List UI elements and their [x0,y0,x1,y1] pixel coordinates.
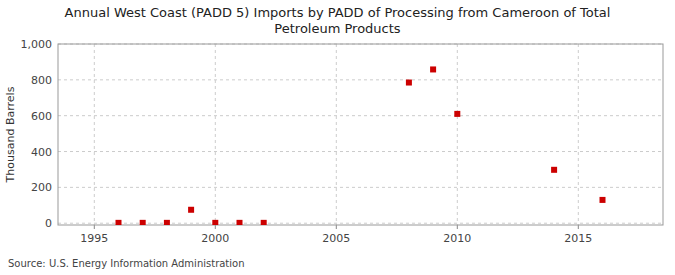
x-tick [336,225,337,229]
x-tick-label: 2000 [201,232,229,245]
point [140,220,146,225]
y-tick-label: 200 [31,181,52,194]
point [600,197,606,203]
title-line: Petroleum Products [274,21,400,36]
plot-frame [58,44,663,225]
x-tick-label: 2010 [443,232,471,245]
y-grid-line [58,223,663,224]
x-tick-label: 1995 [80,232,108,245]
title-line: Annual West Coast (PADD 5) Imports by PA… [65,5,611,20]
x-tick [578,225,579,229]
point [212,220,218,225]
source-note: Source: U.S. Energy Information Administ… [8,258,245,269]
chart-svg: Annual West Coast (PADD 5) Imports by PA… [0,0,675,275]
point [164,220,170,225]
point [116,220,122,225]
x-tick [215,225,216,229]
grid [58,44,663,225]
point [406,80,412,86]
title: Annual West Coast (PADD 5) Imports by PA… [65,5,611,36]
point [261,220,267,225]
points [116,66,606,225]
x-grid-line [457,44,458,225]
point [237,220,243,225]
y-tick-label: 0 [45,217,52,230]
x-tick-label: 2015 [564,232,592,245]
point [430,66,436,72]
x-grid-line [94,44,95,225]
y-grid-line [58,115,663,116]
x-tick [94,225,95,229]
y-tick-label: 600 [31,110,52,123]
y-grid-line [58,187,663,188]
point [188,207,194,213]
point [551,167,557,173]
x-tick-label: 2005 [322,232,350,245]
y-grid-line [58,151,663,152]
y-tick-label: 1,000 [21,38,53,51]
x-grid-line [578,44,579,225]
x-tick [457,225,458,229]
x-grid-line [215,44,216,225]
y-tick-label: 800 [31,74,52,87]
point [454,111,460,117]
y-tick-label: 400 [31,146,52,159]
chart-container: Annual West Coast (PADD 5) Imports by PA… [0,0,675,275]
y-axis-label: Thousand Barrels [4,86,17,183]
x-grid-line [336,44,337,225]
y-grid-line [58,79,663,80]
